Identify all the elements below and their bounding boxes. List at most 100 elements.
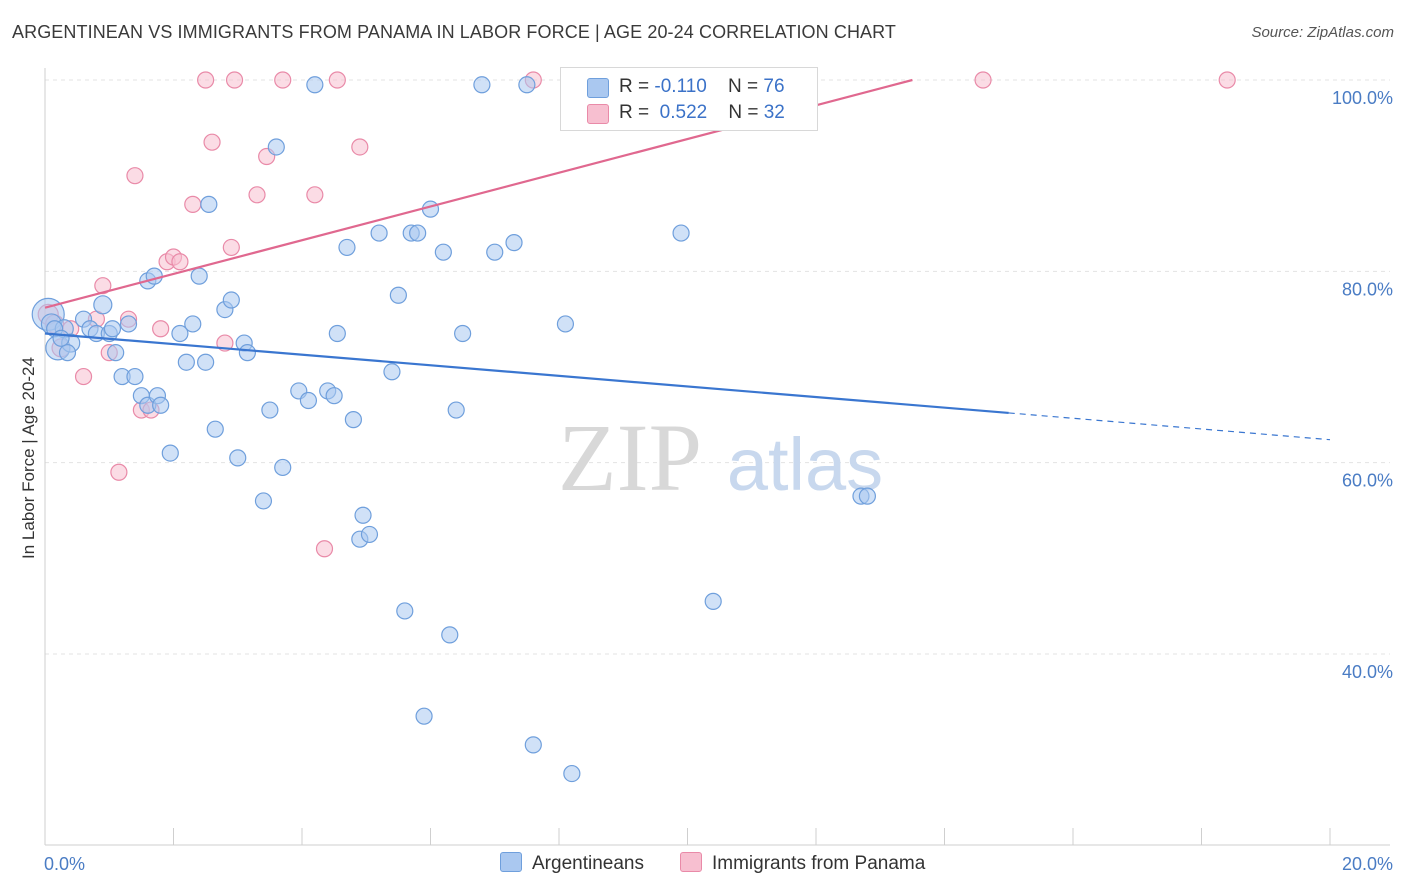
point-argentinean — [486, 243, 504, 261]
y-tick-label: 100.0% — [1332, 88, 1393, 108]
watermark-zip: ZIP — [558, 404, 702, 511]
legend-n-value: 32 — [763, 102, 785, 123]
legend-r-value: 0.522 — [659, 102, 708, 123]
point-panama — [328, 71, 346, 89]
point-argentinean — [177, 353, 195, 371]
point-argentinean — [370, 224, 388, 242]
point-argentinean — [396, 602, 414, 620]
tick-labels: 40.0% 60.0% 80.0% 100.0% 0.0% 20.0% — [44, 88, 1393, 874]
point-argentinean — [267, 138, 285, 156]
legend-swatch-panama — [587, 104, 609, 124]
point-argentinean — [152, 396, 170, 414]
point-argentinean — [274, 458, 292, 477]
point-argentinean — [222, 291, 240, 309]
point-argentinean — [325, 387, 343, 405]
point-argentinean — [119, 315, 138, 333]
trend-line-argentineans — [44, 332, 1009, 415]
point-argentinean — [58, 344, 77, 362]
point-panama — [974, 71, 992, 89]
point-panama — [94, 277, 112, 295]
bottom-legend-label-argentineans: Argentineans — [532, 853, 644, 874]
point-argentinean — [328, 324, 346, 343]
point-argentinean — [190, 267, 208, 285]
point-panama — [171, 253, 189, 271]
point-argentinean — [299, 391, 318, 410]
x-tick-label: 20.0% — [1342, 854, 1393, 874]
point-panama — [315, 540, 334, 558]
point-argentinean — [563, 764, 581, 783]
point-argentinean — [229, 449, 247, 467]
legend-r-label: R = — [619, 76, 650, 97]
point-panama — [225, 71, 244, 89]
point-argentinean — [360, 525, 379, 544]
point-argentinean — [454, 324, 472, 343]
point-argentinean — [409, 224, 427, 242]
legend-r-value: -0.110 — [654, 76, 707, 97]
point-panama — [126, 167, 144, 185]
legend-r-label: R = — [619, 102, 650, 123]
point-argentinean — [261, 401, 279, 419]
trend-line-argentineans-extrapolated — [1008, 412, 1331, 441]
bottom-legend-swatch-argentineans — [500, 852, 522, 872]
gridlines — [45, 79, 1390, 655]
point-argentinean — [473, 76, 491, 94]
point-argentinean — [389, 286, 407, 304]
point-argentinean — [306, 76, 324, 94]
point-argentinean — [434, 243, 452, 261]
y-tick-label: 40.0% — [1342, 662, 1393, 682]
point-argentinean — [52, 329, 70, 347]
point-argentinean — [505, 234, 523, 252]
point-argentinean — [518, 76, 536, 94]
point-argentinean — [383, 363, 401, 381]
point-argentinean — [161, 444, 179, 462]
point-argentinean — [238, 344, 256, 362]
point-argentinean — [254, 492, 273, 510]
point-argentinean — [338, 238, 356, 257]
correlation-legend: R = -0.110 N = 76 R = 0.522 N = 32 — [560, 67, 818, 131]
y-tick-label: 60.0% — [1342, 471, 1393, 491]
x-tick-label: 0.0% — [44, 854, 85, 874]
trend-lines — [44, 78, 1331, 441]
legend-swatch-argentineans — [587, 78, 609, 98]
y-axis-title: In Labor Force | Age 20-24 — [19, 357, 38, 559]
bottom-legend-label-panama: Immigrants from Panama — [712, 853, 926, 874]
point-argentinean — [103, 320, 122, 338]
point-argentinean — [344, 411, 362, 429]
point-argentinean — [421, 200, 440, 218]
point-panama — [184, 195, 202, 213]
watermark: ZIP atlas — [558, 404, 883, 511]
source-label: Source: ZipAtlas.com — [1251, 24, 1394, 41]
point-panama — [110, 463, 128, 481]
chart-title: ARGENTINEAN VS IMMIGRANTS FROM PANAMA IN… — [12, 22, 897, 42]
point-panama — [203, 133, 221, 151]
point-argentinean — [704, 592, 722, 610]
bottom-legend-argentineans: Argentineans — [500, 852, 644, 875]
point-argentinean — [672, 224, 690, 242]
point-argentinean — [145, 267, 163, 285]
point-panama — [152, 320, 170, 338]
point-panama — [197, 71, 215, 89]
point-argentinean — [441, 626, 459, 644]
point-panama — [1218, 71, 1236, 89]
legend-n-label: N = — [728, 102, 759, 123]
point-panama — [74, 367, 93, 386]
point-argentinean — [524, 736, 542, 754]
point-panama — [306, 186, 324, 204]
point-argentinean — [171, 324, 189, 343]
legend-n-label: N = — [727, 76, 759, 97]
point-argentinean — [107, 344, 125, 362]
point-argentinean — [858, 487, 877, 505]
point-argentinean — [556, 315, 575, 333]
point-panama — [222, 238, 240, 257]
point-argentinean — [200, 195, 218, 213]
point-argentinean — [184, 315, 202, 333]
bottom-legend-swatch-panama — [680, 852, 702, 872]
point-argentinean — [93, 295, 113, 315]
point-argentinean — [197, 353, 215, 371]
point-panama — [274, 71, 292, 89]
point-panama — [248, 186, 266, 204]
y-tick-label: 80.0% — [1342, 279, 1393, 299]
point-panama — [351, 138, 369, 156]
bottom-legend-panama: Immigrants from Panama — [680, 852, 925, 875]
